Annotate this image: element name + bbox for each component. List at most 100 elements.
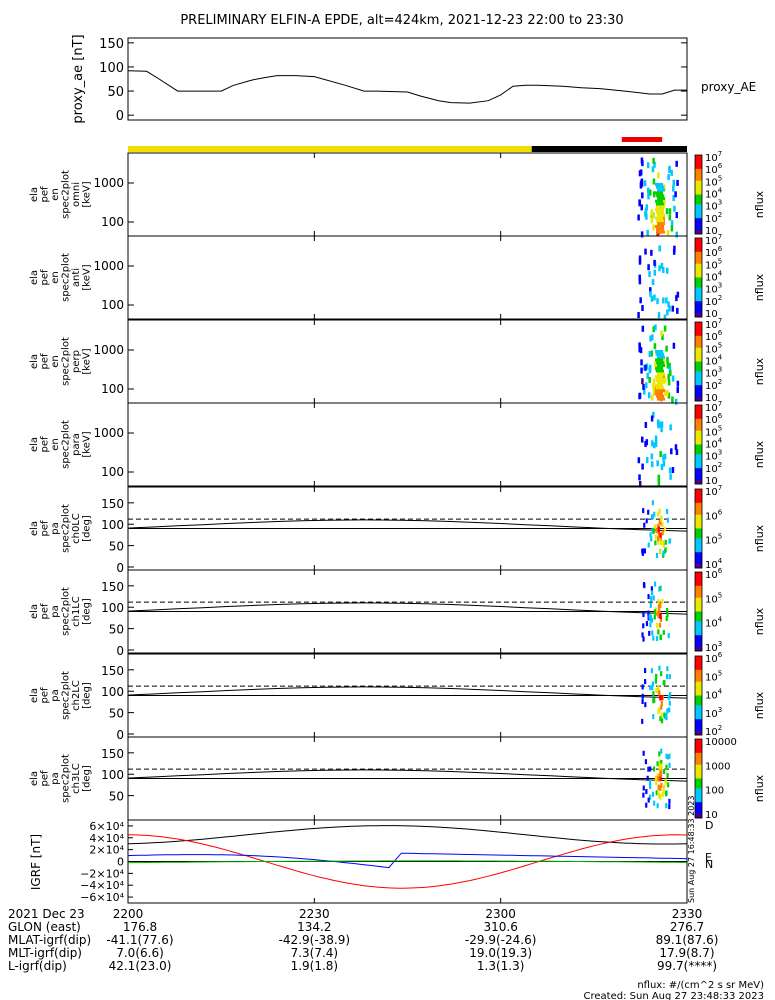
spectrum-panel-3-core: [657, 372, 666, 376]
pitch-panel-3-cbar-tick: 105: [705, 669, 722, 683]
pitch-panel-1-cell: [654, 540, 657, 546]
spectrum-panel-1-cell: [672, 185, 675, 192]
pitch-panel-4-cell: [667, 782, 670, 788]
spectrum-panel-1-cbar-tick: 105: [705, 174, 722, 188]
pitch-panel-4-colorbar-cell: [695, 778, 702, 781]
spectrum-panel-3-cell: [649, 335, 652, 342]
igrf-e-line: [127, 860, 687, 864]
spectrum-panel-2-colorbar-cell: [695, 263, 702, 267]
pitch-panel-4-colorbar-cell: [695, 762, 702, 766]
spectrum-panel-2-colorbar-cell: [695, 249, 702, 253]
pitch-panel-2-cell: [667, 633, 670, 639]
pitch-panel-3-cbar-tick: 102: [705, 724, 722, 738]
spectrum-panel-4-cell: [641, 463, 644, 470]
spectrum-panel-4-colorbar-cell: [695, 422, 702, 426]
spectrum-panel-3-core: [656, 369, 665, 373]
pitch-panel-4-cbar-title: nflux: [753, 774, 766, 802]
spectrum-panel-3-colorbar-cell: [695, 393, 702, 396]
spectrum-panel-2-colorbar-cell: [695, 243, 702, 247]
spectrum-panel-1-cell: [674, 191, 677, 198]
pitch-panel-4-cell: [665, 803, 668, 809]
spectrum-panel-1-colorbar-cell: [695, 158, 702, 162]
spectrum-panel-2-cbar-tick: 10: [705, 309, 718, 320]
spectrum-panel-4-colorbar-cell: [695, 450, 702, 453]
pitch-panel-4-cell: [648, 779, 652, 785]
spectrum-panel-3-cell: [663, 325, 667, 332]
spectrum-panel-3-colorbar-cell: [695, 337, 702, 341]
pitch-panel-3-colorbar-cell: [695, 703, 702, 706]
pitch-panel-4-colorbar-cell: [695, 796, 702, 799]
pitch-panel-3-colorbar-cell: [695, 709, 702, 712]
pitch-panel-2-cell: [656, 622, 659, 628]
spectrum-panel-1-cell: [668, 214, 672, 221]
pitch-panel-4-cell: [666, 773, 669, 779]
spectrum-panel-1-colorbar-cell: [695, 164, 702, 168]
pitch-panel-4-cell: [660, 782, 663, 788]
pitch-panel-4-colorbar-cell: [695, 748, 702, 752]
pitch-panel-4-colorbar-cell: [695, 800, 702, 803]
pitch-panel-4-cell: [644, 759, 648, 765]
spectrum-panel-3-colorbar-cell: [695, 367, 702, 370]
spectrum-panel-3-colorbar-cell: [695, 375, 702, 378]
pitch-panel-4-cell: [645, 802, 648, 808]
spectrum-panel-4-cell: [668, 467, 672, 474]
pitch-panel-2-cell: [662, 629, 665, 635]
spectrum-panel-1-colorbar-cell: [695, 226, 702, 229]
igrf-ytick-label: 4×10⁴: [89, 832, 124, 845]
spectrum-panel-3-cell: [646, 372, 649, 379]
spectrum-panel-4-colorbar-cell: [695, 410, 702, 414]
pitch-panel-2-colorbar-cell: [695, 605, 702, 609]
pitch-panel-3-cell: [665, 712, 668, 718]
spectrum-panel-4-colorbar-cell: [695, 474, 702, 477]
pitch-panel-4-cell: [655, 790, 658, 796]
pitch-panel-2-cell: [650, 586, 653, 592]
spectrum-panel-4-cell: [657, 474, 661, 481]
spectrum-panel-2-cell: [657, 312, 661, 319]
igrf-side-timestamp: Sun Aug 27 16:48:33 2023: [687, 796, 696, 903]
pitch-panel-2-colorbar-cell: [695, 597, 702, 601]
footer-value: -41.1(77.6): [106, 933, 173, 947]
pitch-panel-1-colorbar-cell: [695, 530, 702, 533]
pitch-panel-3-cell: [660, 701, 663, 707]
spectrum-panel-4-colorbar-cell: [695, 408, 702, 412]
spectrum-panel-4-colorbar-cell: [695, 458, 702, 461]
spectrum-panel-3-colorbar-cell: [695, 369, 702, 372]
ae-ylabel: proxy_ae [nT]: [71, 34, 86, 123]
pitch-panel-2-cell: [642, 612, 645, 618]
pitch-panel-1-cell: [663, 526, 667, 532]
spectrum-panel-1-colorbar-cell: [695, 230, 702, 233]
pitch-panel-2-cell: [652, 635, 655, 641]
pitch-panel-3-colorbar-cell: [695, 733, 702, 736]
pitch-panel-4-colorbar-frame: [694, 738, 703, 819]
spectrum-panel-1-colorbar-cell: [695, 188, 702, 192]
pitch-panel-4-cell: [645, 789, 648, 795]
pitch-panel-2-colorbar-cell: [695, 591, 702, 595]
pitch-panel-2-ytick-label: 150: [101, 580, 124, 594]
pitch-panel-1-cell: [662, 542, 665, 548]
pitch-panel-4-colorbar-cell: [695, 752, 702, 756]
spectrum-panel-1-core: [656, 185, 665, 189]
pitch-panel-4-colorbar-cell: [695, 774, 702, 778]
pitch-panel-3-ytick-label: 50: [109, 707, 124, 721]
spectrum-panel-1-core: [655, 191, 664, 195]
pitch-panel-4-cell: [657, 785, 660, 791]
pitch-panel-3-cell: [652, 691, 655, 697]
spectrum-panel-2-cell: [676, 307, 679, 314]
spectrum-panel-2-colorbar-cell: [695, 265, 702, 269]
spectrum-panel-1-core: [657, 188, 666, 192]
pitch-panel-3-colorbar-cell: [695, 717, 702, 720]
pitch-panel-4-colorbar-cell: [695, 812, 702, 815]
spectrum-panel-4-cell: [674, 444, 678, 451]
spectrum-panel-3-cell: [666, 362, 670, 369]
pitch-panel-4-colorbar-cell: [695, 770, 702, 774]
pitch-panel-4-cell: [659, 785, 662, 791]
spectrum-panel-3-cbar-tick: 107: [705, 317, 722, 331]
spectrum-panel-2-colorbar-cell: [695, 305, 702, 308]
pitch-panel-2-cell: [642, 636, 645, 642]
spectrum-panel-1-cell: [670, 225, 674, 232]
pitch-panel-3-cell: [641, 718, 644, 724]
spectrum-panel-1-cell: [652, 224, 655, 231]
pitch-panel-1-cell: [651, 500, 654, 506]
spectrum-panel-4-cbar-tick: 105: [705, 424, 722, 438]
spectrum-panel-3-colorbar-cell: [695, 373, 702, 376]
